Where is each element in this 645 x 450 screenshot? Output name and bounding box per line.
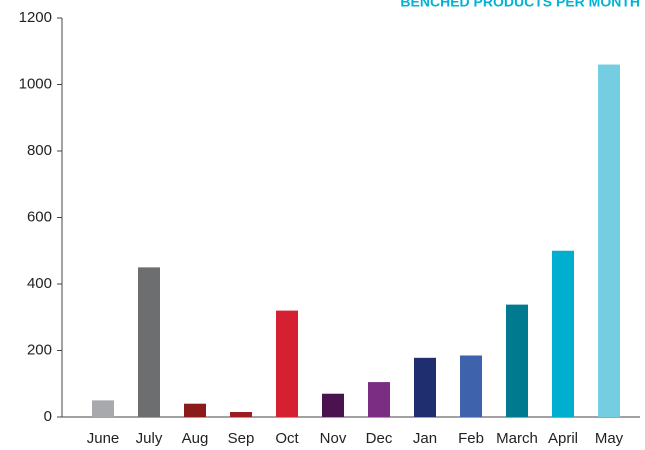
chart-title: BENCHED PRODUCTS PER MONTH	[400, 0, 640, 10]
x-tick-label: June	[87, 430, 120, 447]
y-tick-label: 800	[27, 142, 52, 159]
bar	[322, 393, 344, 417]
y-tick-label: 400	[27, 275, 52, 292]
bar	[92, 400, 114, 417]
y-tick-label: 0	[44, 408, 52, 425]
y-tick-label: 1000	[19, 75, 52, 92]
x-tick-label: March	[496, 430, 538, 447]
bar	[276, 310, 298, 417]
bar	[138, 267, 160, 417]
y-tick-label: 200	[27, 341, 52, 358]
x-tick-label: Sep	[228, 430, 255, 447]
x-tick-label: Nov	[320, 430, 347, 447]
y-tick-label: 600	[27, 208, 52, 225]
bar	[460, 355, 482, 417]
x-tick-label: Oct	[275, 430, 299, 447]
bar	[414, 357, 436, 417]
bar	[230, 412, 252, 417]
x-tick-label: Dec	[366, 430, 393, 447]
x-tick-label: Aug	[182, 430, 209, 447]
bar	[552, 250, 574, 417]
y-tick-label: 1200	[19, 9, 52, 26]
bar	[368, 382, 390, 417]
x-tick-label: Jan	[413, 430, 437, 447]
x-tick-label: Feb	[458, 430, 484, 447]
bar	[506, 304, 528, 417]
x-tick-label: May	[595, 430, 624, 447]
x-tick-label: July	[136, 430, 163, 447]
bar	[598, 64, 620, 418]
x-tick-label: April	[548, 430, 578, 447]
bar	[184, 403, 206, 417]
